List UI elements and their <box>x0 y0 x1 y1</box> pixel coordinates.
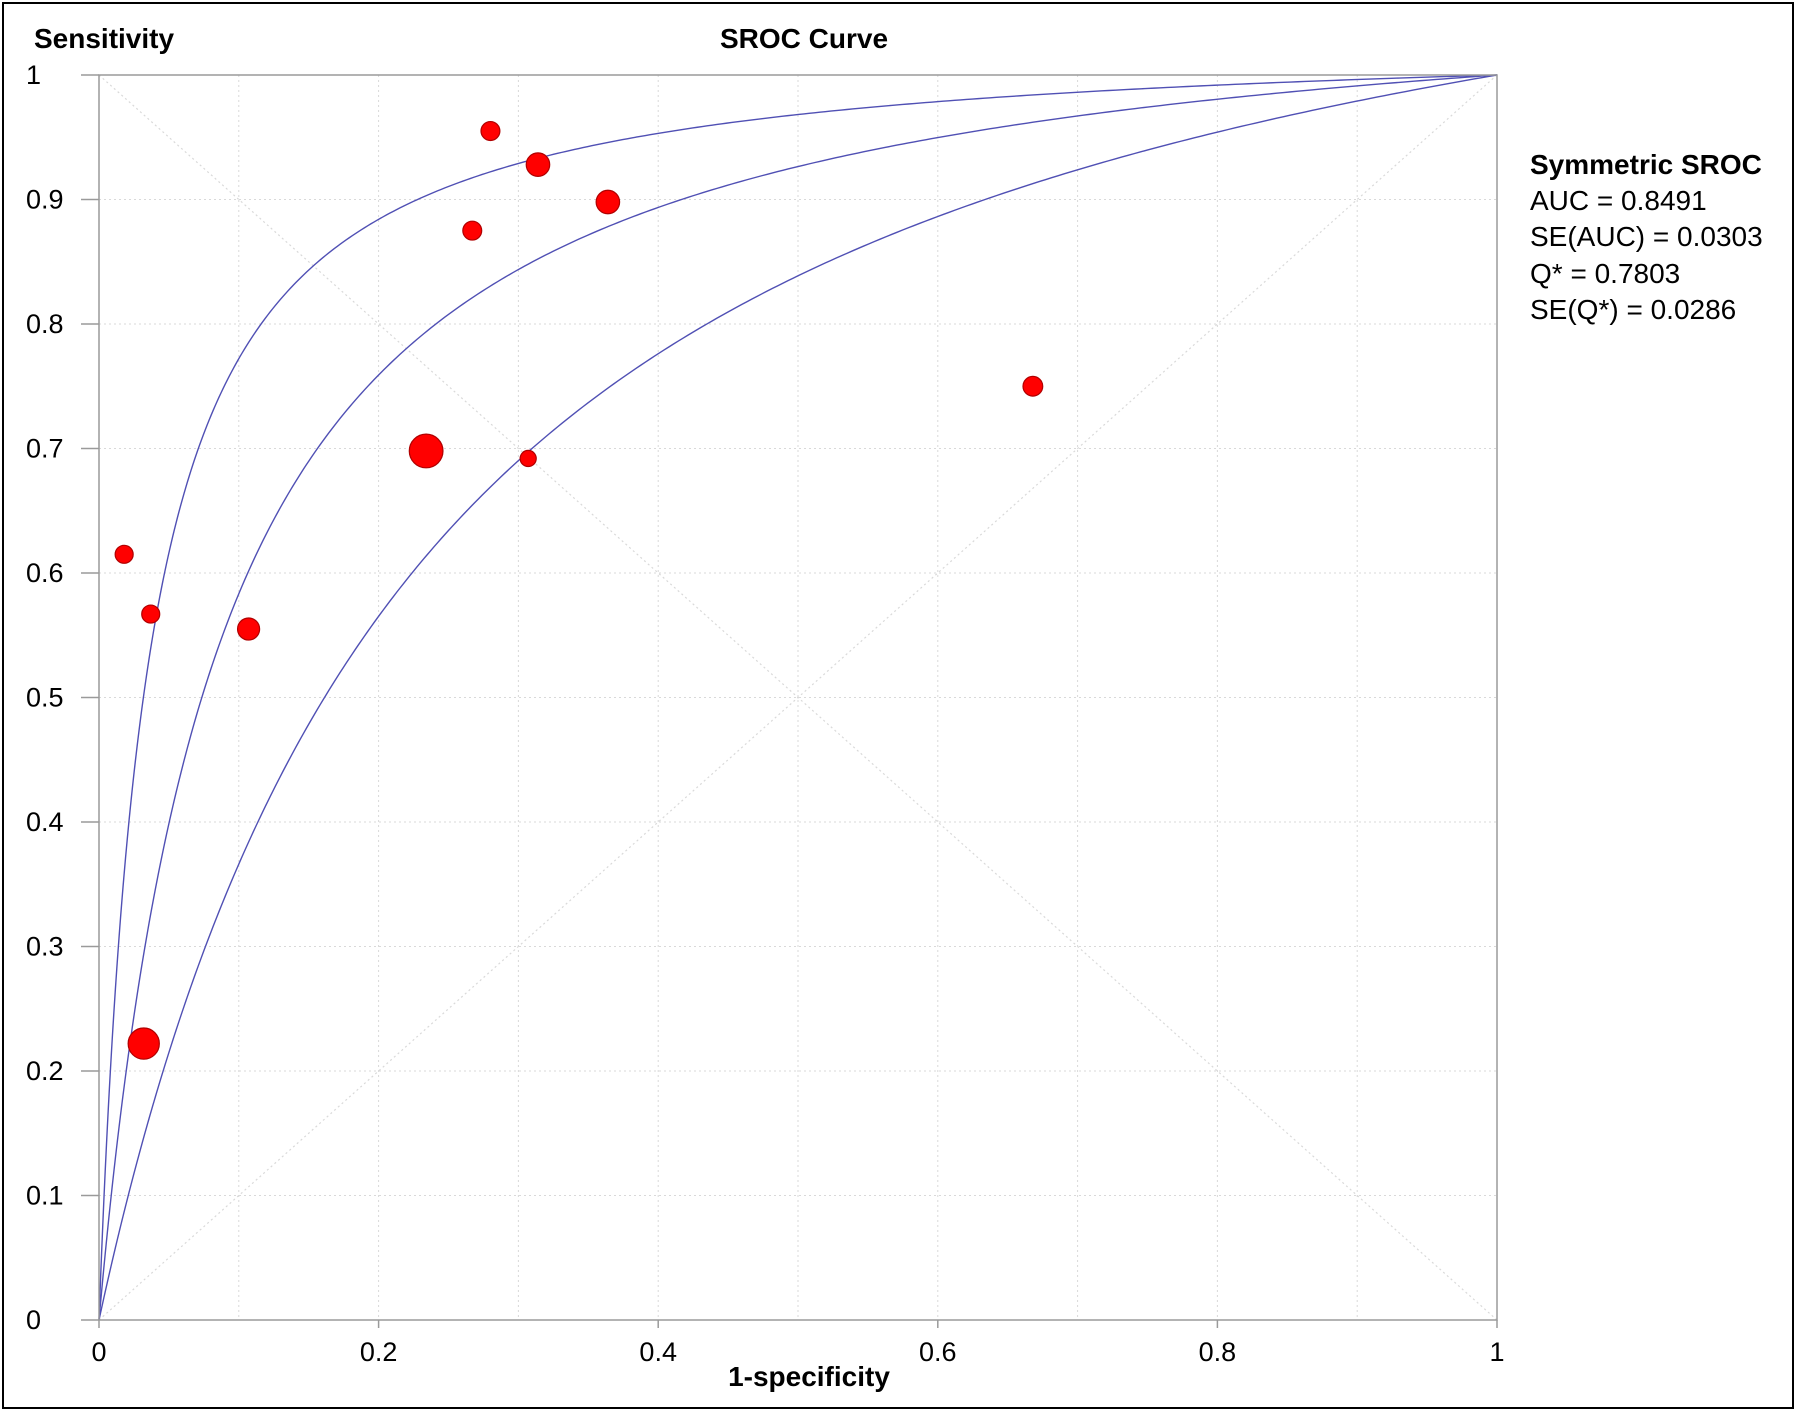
sroc-chart: 0 0.2 0.4 0.6 0.8 1 0 0.1 0.2 0.3 0.4 0.5 0.6 0.7 0.8 0… <box>26 23 1763 1392</box>
study-point <box>462 220 483 241</box>
study-point <box>236 617 261 641</box>
y-tick-label: 0.7 <box>26 434 64 464</box>
study-points <box>114 120 1044 1060</box>
y-tick-label: 0 <box>26 1305 41 1335</box>
x-axis-title: 1-specificity <box>728 1361 890 1392</box>
y-tick-label: 0.2 <box>26 1056 64 1086</box>
x-tick-label: 0.6 <box>919 1337 957 1367</box>
y-tick-label: 0.4 <box>26 807 64 837</box>
legend-se-q-star: SE(Q*) = 0.0286 <box>1530 294 1736 325</box>
legend-title: Symmetric SROC <box>1530 149 1762 180</box>
legend-q-star: Q* = 0.7803 <box>1530 258 1680 289</box>
study-point <box>1022 375 1044 397</box>
y-tick-label: 0.5 <box>26 683 64 713</box>
sroc-lower-curve <box>98 74 1498 1321</box>
legend: Symmetric SROC AUC = 0.8491 SE(AUC) = 0.… <box>1530 149 1763 325</box>
x-tick-label: 0.8 <box>1199 1337 1237 1367</box>
reference-lines <box>98 74 1498 1321</box>
sroc-upper-curve <box>98 74 1498 1320</box>
legend-se-auc: SE(AUC) = 0.0303 <box>1530 221 1763 252</box>
study-point <box>408 433 444 469</box>
x-tick-label: 0 <box>91 1337 106 1367</box>
study-point <box>114 544 134 564</box>
axes: 0 0.2 0.4 0.6 0.8 1 0 0.1 0.2 0.3 0.4 0.5 0.6 0.7 0.8 0… <box>26 60 1505 1367</box>
y-tick-label: 0.3 <box>26 932 64 962</box>
study-point <box>480 120 501 142</box>
y-tick-label: 0.6 <box>26 558 64 588</box>
study-point <box>127 1027 160 1060</box>
y-tick-label: 0.1 <box>26 1181 64 1211</box>
chart-title: SROC Curve <box>720 23 888 54</box>
x-tick-label: 0.2 <box>360 1337 398 1367</box>
sroc-curve <box>98 74 1498 1321</box>
study-point <box>595 189 621 215</box>
y-tick-label: 1 <box>26 60 41 90</box>
anti-diagonal-line <box>98 74 1498 1321</box>
grid-layer <box>99 75 1497 1320</box>
y-tick-label: 0.9 <box>26 185 64 215</box>
study-point <box>141 604 161 624</box>
study-point <box>519 449 537 468</box>
legend-auc: AUC = 0.8491 <box>1530 185 1707 216</box>
x-tick-label: 1 <box>1489 1337 1504 1367</box>
sroc-curves <box>98 74 1498 1321</box>
y-tick-label: 0.8 <box>26 309 64 339</box>
x-tick-label: 0.4 <box>639 1337 677 1367</box>
study-point <box>525 152 551 177</box>
y-axis-title: Sensitivity <box>34 23 174 54</box>
